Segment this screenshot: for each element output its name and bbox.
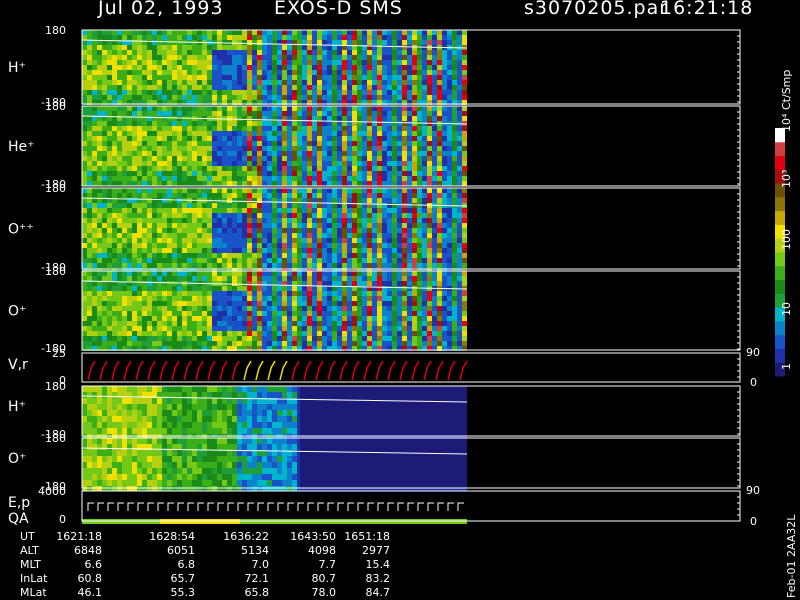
panel-3 (81, 187, 741, 273)
ytick-bottom-7: -180 (41, 480, 66, 493)
header-time: 16:21:18 (660, 0, 754, 19)
panel-label-1: H⁺ (8, 60, 26, 76)
colorbar-tick-5: 10⁴ (780, 113, 793, 132)
header-instrument: EXOS-D SMS (274, 0, 403, 19)
side-label: Feb-01 2AA32L (785, 514, 798, 598)
row-label-alt: ALT (20, 544, 39, 557)
table-cell: 6.6 (85, 558, 103, 571)
orbit-table: UT 1621:18 1628:54 1636:22 1643:50 1651:18 ALT… (20, 530, 390, 599)
panel-label-7: O⁺ (8, 451, 26, 467)
ytick-top-1: 180 (45, 24, 66, 37)
table-cell: 1621:18 (56, 530, 102, 543)
table-cell: 6848 (74, 544, 102, 557)
ytick-bottom-6: -180 (41, 428, 66, 441)
panel-label-3: O⁺⁺ (8, 222, 34, 238)
ytick-top-4: 180 (45, 265, 66, 278)
colorbar-tick-3: 100 (780, 229, 793, 250)
panel-label-4: O⁺ (8, 304, 26, 320)
panel-8 (81, 490, 741, 524)
table-cell: 72.1 (245, 572, 270, 585)
ytick-top-5: 25 (52, 347, 66, 360)
table-cell: 1643:50 (290, 530, 336, 543)
colorbar-unit: Ct/Smp (780, 69, 793, 110)
colorbar-tick-1: 1 (780, 363, 793, 370)
rtick-top-8: 90 (746, 484, 760, 497)
ytick-top-2: 180 (45, 100, 66, 113)
table-cell: 1636:22 (223, 530, 269, 543)
table-cell: 4098 (308, 544, 336, 557)
colorbar-tick-2: 10 (780, 302, 793, 316)
row-label-mlat: MLat (20, 586, 47, 599)
ytick-bottom-5: 0 (59, 374, 66, 387)
ytick-bottom-3: -180 (41, 261, 66, 274)
panel-label2-8: QA (8, 511, 29, 527)
panel-6 (81, 385, 741, 440)
panel-label-5: V,r (8, 357, 28, 373)
table-cell: 78.0 (312, 586, 337, 599)
ytick-bottom-2: -180 (41, 178, 66, 191)
panel-2 (81, 105, 741, 187)
header-file: s3070205.par (524, 0, 669, 19)
table-cell: 55.3 (171, 586, 196, 599)
table-cell: 84.7 (366, 586, 391, 599)
panel-7 (81, 437, 741, 492)
header-date: Jul 02, 1993 (98, 0, 224, 19)
rtick-bottom-8: 0 (750, 515, 757, 528)
ytick-top-8: 4000 (38, 485, 66, 498)
table-cell: 7.0 (252, 558, 270, 571)
table-cell: 2977 (362, 544, 390, 557)
ytick-bottom-8: 0 (59, 513, 66, 526)
ytick-top-7: 180 (45, 432, 66, 445)
row-label-ut: UT (20, 530, 35, 543)
row-label-inlat: InLat (20, 572, 48, 585)
panel-label-8: E,p (8, 495, 30, 511)
table-cell: 60.8 (78, 572, 103, 585)
table-cell: 1651:18 (344, 530, 390, 543)
ytick-top-3: 180 (45, 182, 66, 195)
panel-4 (81, 270, 741, 351)
table-cell: 1628:54 (149, 530, 195, 543)
ytick-bottom-1: -180 (41, 96, 66, 109)
table-cell: 5134 (241, 544, 269, 557)
ytick-bottom-4: -180 (41, 342, 66, 355)
table-cell: 7.7 (319, 558, 337, 571)
table-cell: 65.8 (245, 586, 270, 599)
table-cell: 6.8 (178, 558, 196, 571)
table-cell: 80.7 (312, 572, 337, 585)
row-label-mlt: MLT (20, 558, 41, 571)
colorbar (775, 128, 785, 377)
table-cell: 65.7 (171, 572, 196, 585)
table-cell: 6051 (167, 544, 195, 557)
table-cell: 46.1 (78, 586, 103, 599)
table-cell: 83.2 (366, 572, 391, 585)
rtick-bottom-5: 0 (750, 376, 757, 389)
panel-label-2: He⁺ (8, 139, 35, 155)
table-cell: 15.4 (366, 558, 391, 571)
panel-1 (81, 29, 741, 105)
panel-5 (81, 352, 741, 383)
ytick-top-6: 180 (45, 380, 66, 393)
colorbar-tick-4: 10³ (780, 170, 793, 188)
rtick-top-5: 90 (746, 346, 760, 359)
panel-label-6: H⁺ (8, 399, 26, 415)
